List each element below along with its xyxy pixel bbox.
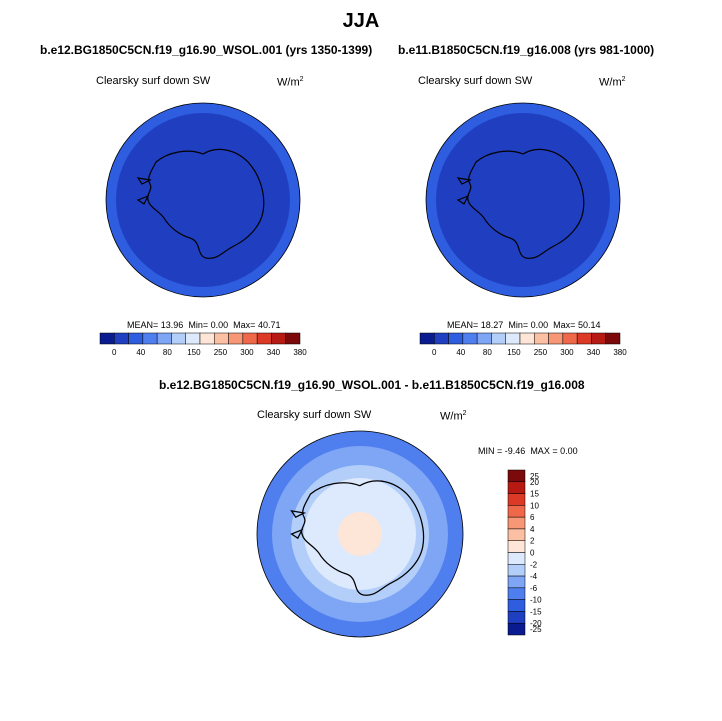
diff-band-center [338, 512, 382, 556]
colorbar1-swatch [99, 332, 115, 345]
colorbar2-tick-label: 250 [534, 348, 548, 357]
colorbar-diff-tick-label: -6 [530, 584, 538, 593]
colorbar2-swatch [576, 332, 592, 345]
map2-inner-field [436, 113, 610, 287]
colorbar1-tick-label: 40 [136, 348, 145, 357]
colorbar1-swatch [199, 332, 215, 345]
panel2-variable: Clearsky surf down SW [418, 75, 533, 87]
colorbar2-tick-label: 300 [560, 348, 574, 357]
colorbar1-swatch [271, 332, 286, 345]
colorbar1-tick-label: 340 [267, 348, 281, 357]
colorbar-diff-tick-label: 10 [530, 501, 539, 510]
colorbar2-tick-label: 380 [613, 348, 627, 357]
colorbar-diff-tick-label: -25 [530, 625, 542, 634]
colorbar-diff-tick-label: 25 [530, 472, 539, 481]
colorbar-diff-swatch [507, 599, 526, 612]
diff-variable: Clearsky surf down SW [257, 409, 372, 421]
colorbar-diff-swatch [507, 564, 526, 577]
colorbar-diff-tick-label: -20 [530, 619, 542, 628]
colorbar2-tick-label: 40 [456, 348, 465, 357]
colorbar-diff-swatch [507, 469, 526, 483]
diff-units: W/m2 [440, 410, 467, 423]
main-title: JJA [342, 10, 380, 32]
diff-stats: MIN = -9.46 MAX = 0.00 [478, 446, 578, 456]
colorbar-diff-tick-label: -4 [530, 572, 538, 581]
colorbar1-swatch [142, 332, 158, 345]
colorbar2-swatch [562, 332, 578, 345]
colorbar1-tick-label: 380 [293, 348, 307, 357]
colorbar-diff-tick-label: 6 [530, 513, 535, 522]
colorbar2-tick-label: 0 [432, 348, 437, 357]
colorbar2-swatch [548, 332, 564, 345]
diff-title: b.e12.BG1850C5CN.f19_g16.90_WSOL.001 - b… [159, 378, 585, 392]
colorbar2-swatch [519, 332, 535, 345]
map1-inner-field [116, 113, 290, 287]
colorbar-diff-swatch [507, 481, 526, 494]
colorbar1-tick-label: 250 [214, 348, 228, 357]
colorbar-diff-tick-label: 15 [530, 490, 539, 499]
colorbar-diff-swatch [507, 540, 526, 553]
diff-border [256, 430, 464, 638]
colorbar1-swatch [228, 332, 244, 345]
colorbar1-swatch [171, 332, 186, 345]
colorbar-diff-tick-label: 20 [530, 478, 539, 487]
colorbar1-swatch [214, 332, 229, 345]
colorbar2-swatch [591, 332, 606, 345]
colorbar-diff-tick-label: -10 [530, 596, 542, 605]
colorbar-diff-tick-label: 0 [530, 549, 535, 558]
colorbar1-swatch [242, 332, 258, 345]
colorbar-diff-swatch [507, 622, 526, 636]
colorbar-diff-swatch [507, 493, 526, 506]
colorbar1-swatch [185, 332, 201, 345]
map-diff [256, 430, 464, 638]
map-panel2 [425, 102, 621, 298]
colorbar-diff-swatch [507, 516, 526, 530]
panel1-variable: Clearsky surf down SW [96, 75, 211, 87]
colorbar2-swatch [476, 332, 492, 345]
colorbar-diff-swatch [507, 528, 526, 541]
colorbar2-swatch [534, 332, 549, 345]
map2-border [425, 102, 621, 298]
map-panel1 [105, 102, 301, 298]
colorbar-diff-tick-label: 2 [530, 537, 535, 546]
colorbar-panel1: 0 40 80 150 250 300 340 380 [99, 332, 307, 357]
colorbar-diff-swatch [507, 611, 526, 624]
colorbar1-tick-label: 150 [187, 348, 201, 357]
colorbar-diff-tick-label: -2 [530, 560, 538, 569]
colorbar2-swatch [505, 332, 521, 345]
panel2-title: b.e11.B1850C5CN.f19_g16.008 (yrs 981-100… [398, 43, 655, 57]
colorbar1-swatch [285, 332, 301, 345]
panel1-units: W/m2 [277, 76, 304, 89]
colorbar-diff-swatch [507, 587, 526, 600]
colorbar-diff-swatch [507, 505, 526, 518]
colorbar2-swatch [434, 332, 449, 345]
colorbar2-swatch [462, 332, 478, 345]
colorbar2-swatch [448, 332, 464, 345]
colorbar-diff-swatch [507, 575, 526, 589]
colorbar1-swatch [156, 332, 172, 345]
colorbar1-swatch [128, 332, 144, 345]
colorbar2-swatch [605, 332, 621, 345]
colorbar2-swatch [491, 332, 506, 345]
panel2-units: W/m2 [599, 76, 626, 89]
panel1-stats: MEAN= 13.96 Min= 0.00 Max= 40.71 [127, 320, 281, 330]
colorbar1-swatch [256, 332, 272, 345]
colorbar1-tick-label: 80 [163, 348, 172, 357]
colorbar2-tick-label: 150 [507, 348, 521, 357]
panel1-title: b.e12.BG1850C5CN.f19_g16.90_WSOL.001 (yr… [40, 43, 373, 57]
colorbar1-swatch [114, 332, 129, 345]
panel2-stats: MEAN= 18.27 Min= 0.00 Max= 50.14 [447, 320, 601, 330]
colorbar-panel2: 0 40 80 150 250 300 340 380 [419, 332, 627, 357]
colorbar2-tick-label: 340 [587, 348, 601, 357]
colorbar1-tick-label: 300 [240, 348, 254, 357]
map1-border [105, 102, 301, 298]
colorbar2-tick-label: 80 [483, 348, 492, 357]
colorbar-diff-tick-label: -15 [530, 607, 542, 616]
colorbar2-swatch [419, 332, 435, 345]
colorbar-diff-swatch [507, 552, 526, 565]
colorbar1-tick-label: 0 [112, 348, 117, 357]
colorbar-diff-tick-label: 4 [530, 525, 535, 534]
